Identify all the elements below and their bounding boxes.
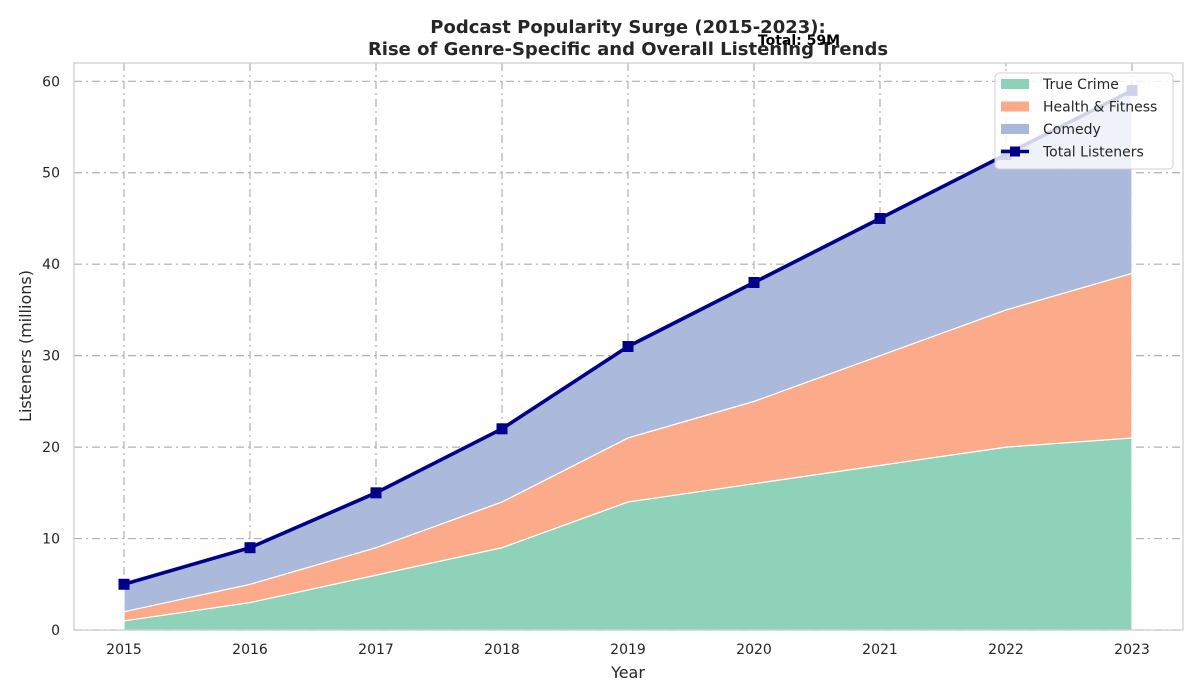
- legend-swatch-true-crime: [1001, 79, 1029, 89]
- legend-label-health-fitness: Health & Fitness: [1043, 100, 1157, 116]
- x-tick-label: 2018: [484, 642, 520, 658]
- x-axis-label: Year: [610, 663, 645, 682]
- total-listeners-marker: [118, 578, 130, 590]
- y-axis-label: Listeners (millions): [16, 270, 35, 422]
- legend-swatch-comedy: [1001, 124, 1029, 134]
- legend-swatch-health-fitness: [1001, 101, 1029, 112]
- legend-label-true-crime: True Crime: [1042, 77, 1119, 93]
- x-tick-label: 2020: [736, 642, 772, 658]
- legend-label-total-listeners: Total Listeners: [1042, 145, 1144, 161]
- y-tick-label: 50: [42, 166, 60, 182]
- plot-frame: [73, 62, 1184, 631]
- total-listeners-marker: [874, 212, 886, 224]
- total-annotation: Total: 59M: [758, 33, 840, 49]
- x-tick-label: 2019: [610, 642, 646, 658]
- x-tick-label: 2021: [862, 642, 898, 658]
- y-tick-label: 20: [42, 440, 60, 456]
- x-tick-label: 2017: [358, 642, 394, 658]
- y-tick-label: 60: [42, 74, 60, 90]
- y-tick-label: 10: [42, 532, 60, 548]
- legend-label-comedy: Comedy: [1043, 122, 1101, 138]
- chart-title-line-2: Rise of Genre-Specific and Overall Liste…: [368, 39, 888, 60]
- total-listeners-marker: [622, 341, 634, 352]
- x-axis-ticks: 2015 2016 2017 2018 2019 2020 2021 2022 2023: [106, 642, 1150, 658]
- legend-box: [994, 72, 1174, 170]
- legend-marker-total-listeners: [1010, 146, 1020, 157]
- chart-title-line-1: Podcast Popularity Surge (2015-2023):: [430, 17, 825, 38]
- legend: True Crime Health & Fitness Comedy Total Li…: [994, 72, 1174, 170]
- x-tick-label: 2015: [106, 642, 142, 658]
- y-tick-label: 30: [42, 349, 60, 365]
- y-tick-label: 40: [42, 257, 60, 273]
- y-axis-ticks: 0 10 20 30 40 50 60: [42, 74, 60, 639]
- total-listeners-marker: [244, 542, 256, 554]
- total-listeners-marker: [496, 423, 508, 435]
- x-tick-label: 2016: [232, 642, 268, 658]
- total-listeners-marker: [370, 487, 382, 499]
- x-tick-label: 2022: [988, 642, 1024, 658]
- y-tick-label: 0: [51, 623, 60, 639]
- x-tick-label: 2023: [1114, 642, 1150, 658]
- total-listeners-marker: [748, 276, 760, 288]
